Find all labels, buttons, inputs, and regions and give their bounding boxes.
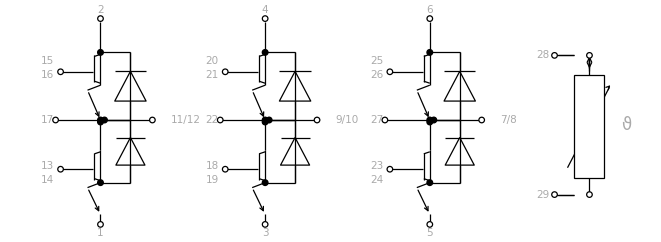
Text: 26: 26 bbox=[370, 70, 383, 80]
Circle shape bbox=[217, 117, 223, 123]
Circle shape bbox=[223, 69, 228, 75]
Circle shape bbox=[387, 166, 393, 172]
Bar bbox=[574, 75, 604, 178]
Circle shape bbox=[98, 222, 103, 227]
Circle shape bbox=[427, 222, 432, 227]
Circle shape bbox=[262, 180, 268, 185]
Text: 18: 18 bbox=[206, 161, 219, 171]
Circle shape bbox=[262, 222, 268, 227]
Circle shape bbox=[427, 117, 432, 123]
Circle shape bbox=[427, 119, 432, 125]
Text: 23: 23 bbox=[370, 161, 383, 171]
Text: 25: 25 bbox=[370, 56, 383, 66]
Circle shape bbox=[552, 192, 557, 197]
Text: ϑ: ϑ bbox=[621, 116, 631, 134]
Circle shape bbox=[98, 50, 103, 55]
Text: 13: 13 bbox=[41, 161, 54, 171]
Text: 3: 3 bbox=[262, 228, 268, 238]
Circle shape bbox=[98, 180, 103, 185]
Circle shape bbox=[479, 117, 485, 123]
Text: 7/8: 7/8 bbox=[500, 115, 516, 125]
Circle shape bbox=[223, 166, 228, 172]
Text: 2: 2 bbox=[97, 5, 104, 15]
Circle shape bbox=[427, 50, 432, 55]
Circle shape bbox=[262, 16, 268, 21]
Text: 21: 21 bbox=[206, 70, 219, 80]
Circle shape bbox=[552, 53, 557, 58]
Text: 5: 5 bbox=[426, 228, 433, 238]
Circle shape bbox=[58, 69, 63, 75]
Text: 20: 20 bbox=[206, 56, 219, 66]
Circle shape bbox=[382, 117, 388, 123]
Circle shape bbox=[587, 53, 592, 58]
Text: 11/12: 11/12 bbox=[171, 115, 200, 125]
Circle shape bbox=[53, 117, 58, 123]
Circle shape bbox=[98, 117, 103, 123]
Circle shape bbox=[98, 16, 103, 21]
Text: 4: 4 bbox=[262, 5, 268, 15]
Text: 15: 15 bbox=[41, 56, 54, 66]
Circle shape bbox=[262, 117, 268, 123]
Text: 22: 22 bbox=[206, 115, 219, 125]
Text: 19: 19 bbox=[206, 175, 219, 185]
Circle shape bbox=[266, 117, 272, 123]
Text: 16: 16 bbox=[41, 70, 54, 80]
Circle shape bbox=[427, 16, 432, 21]
Circle shape bbox=[314, 117, 320, 123]
Circle shape bbox=[587, 192, 592, 197]
Text: 24: 24 bbox=[370, 175, 383, 185]
Text: 27: 27 bbox=[370, 115, 383, 125]
Circle shape bbox=[262, 119, 268, 125]
Circle shape bbox=[149, 117, 155, 123]
Text: 17: 17 bbox=[41, 115, 54, 125]
Text: 28: 28 bbox=[536, 50, 549, 60]
Circle shape bbox=[262, 50, 268, 55]
Circle shape bbox=[102, 117, 107, 123]
Circle shape bbox=[427, 180, 432, 185]
Text: 6: 6 bbox=[426, 5, 433, 15]
Circle shape bbox=[58, 166, 63, 172]
Text: 1: 1 bbox=[97, 228, 104, 238]
Text: 9/10: 9/10 bbox=[335, 115, 358, 125]
Circle shape bbox=[431, 117, 436, 123]
Text: 14: 14 bbox=[41, 175, 54, 185]
Circle shape bbox=[98, 119, 103, 125]
Circle shape bbox=[387, 69, 393, 75]
Text: 29: 29 bbox=[536, 189, 549, 200]
